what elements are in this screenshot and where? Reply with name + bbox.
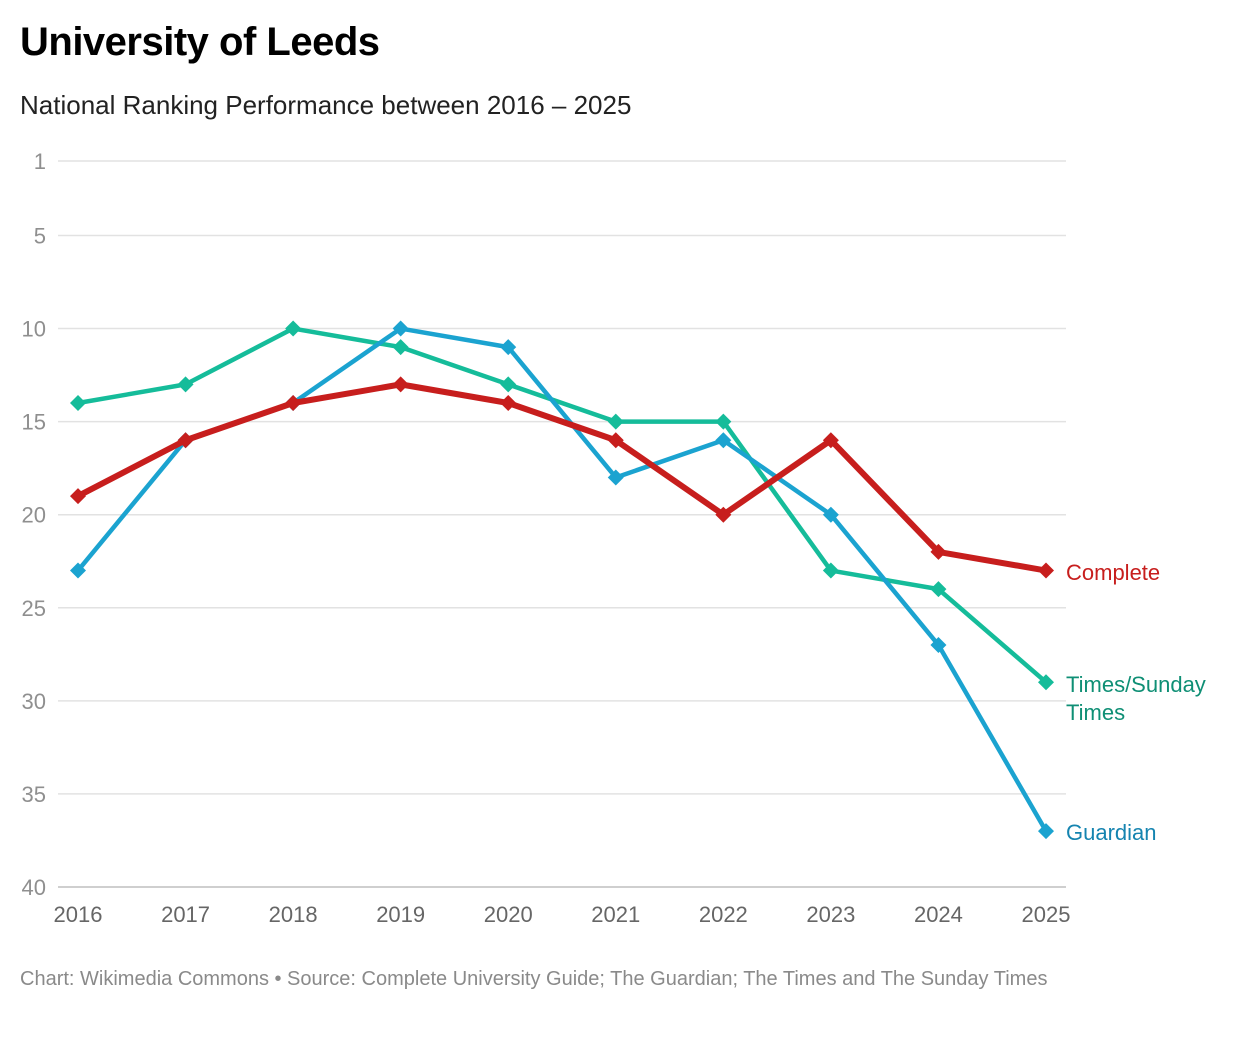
series-label: Complete (1066, 560, 1160, 585)
x-tick-label: 2016 (54, 902, 103, 927)
x-tick-label: 2021 (591, 902, 640, 927)
data-point (177, 376, 194, 393)
data-point (70, 562, 86, 579)
data-point (500, 376, 517, 393)
y-tick-label: 5 (34, 223, 46, 248)
data-point (1038, 562, 1054, 579)
data-point (930, 637, 947, 653)
y-tick-label: 15 (22, 410, 46, 435)
data-point (930, 543, 947, 560)
series-complete: Complete (70, 376, 1160, 585)
data-point (930, 581, 947, 598)
chart-subtitle: National Ranking Performance between 201… (20, 90, 632, 120)
series-guardian: Guardian (70, 320, 1157, 845)
y-tick-label: 30 (22, 689, 46, 714)
series-label: Times (1066, 700, 1125, 725)
x-tick-label: 2020 (484, 902, 533, 927)
chart-title: University of Leeds (20, 20, 380, 64)
y-tick-label: 1 (34, 149, 46, 174)
series-label: Times/Sunday (1066, 672, 1206, 697)
data-point (285, 395, 302, 411)
data-point (715, 432, 732, 449)
data-point (500, 339, 517, 356)
data-point (70, 488, 86, 505)
data-point (285, 320, 302, 337)
x-tick-label: 2025 (1022, 902, 1071, 927)
data-point (822, 506, 839, 523)
data-point (1038, 823, 1054, 840)
data-point (607, 413, 624, 430)
series-line (75, 326, 1049, 685)
x-tick-label: 2022 (699, 902, 748, 927)
series-line (75, 381, 1049, 574)
data-point (1038, 674, 1054, 691)
x-tick-label: 2024 (914, 902, 963, 927)
series-label: Guardian (1066, 820, 1157, 845)
y-tick-label: 10 (22, 317, 46, 342)
x-tick-label: 2017 (161, 902, 210, 927)
data-point (822, 432, 839, 449)
y-tick-label: 25 (22, 596, 46, 621)
y-tick-label: 40 (22, 875, 46, 900)
chart-footer: Chart: Wikimedia Commons • Source: Compl… (20, 968, 1048, 990)
x-tick-label: 2019 (376, 902, 425, 927)
data-point (715, 413, 732, 430)
data-point (715, 506, 732, 523)
data-point (70, 395, 86, 411)
series-times-sunday-times: Times/Sunday Times (70, 320, 1206, 725)
data-point (177, 432, 194, 449)
x-tick-label: 2023 (806, 902, 855, 927)
x-tick-label: 2018 (269, 902, 318, 927)
data-point (392, 339, 409, 356)
data-point (607, 469, 624, 486)
data-point (822, 562, 839, 579)
data-point (500, 395, 517, 411)
data-point (392, 376, 409, 393)
y-tick-label: 20 (22, 503, 46, 528)
y-tick-label: 35 (22, 782, 46, 807)
data-point (607, 432, 624, 449)
data-point (392, 320, 409, 337)
